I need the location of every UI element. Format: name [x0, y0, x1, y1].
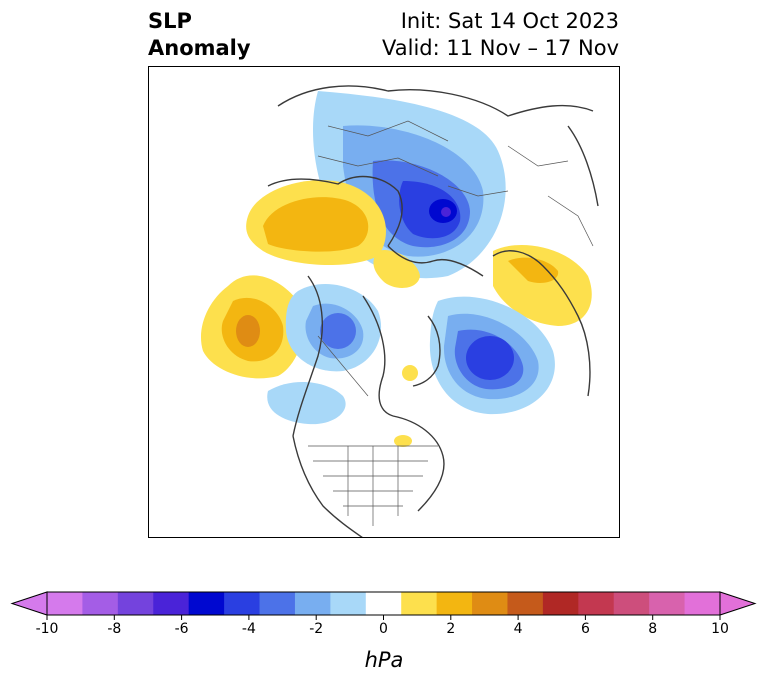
colorbar-swatch [507, 592, 544, 615]
colorbar-swatch [684, 592, 721, 615]
scandinavia-high-anomaly [246, 180, 420, 288]
colorbar-tick-label: 0 [379, 621, 388, 637]
colorbar-tick-label: 2 [446, 621, 455, 637]
colorbar-swatch [259, 592, 296, 615]
colorbar-swatch [365, 592, 402, 615]
colorbar-swatch [613, 592, 650, 615]
map-frame [148, 66, 620, 538]
colorbar-ticks: -10 -8 -6 -4 -2 0 2 4 6 8 10 [36, 615, 729, 637]
colorbar-swatch [649, 592, 686, 615]
colorbar-swatch [401, 592, 438, 615]
colorbar-swatch [294, 592, 331, 615]
anomaly-map [148, 66, 620, 538]
colorbar: -10 -8 -6 -4 -2 0 2 4 6 8 10 hPa [10, 591, 757, 672]
coastlines [267, 85, 599, 538]
init-date: Init: Sat 14 Oct 2023 [400, 9, 619, 33]
colorbar-swatch [224, 592, 261, 615]
colorbar-swatch [542, 592, 579, 615]
title-anomaly: Anomaly [148, 36, 251, 60]
valid-range: Valid: 11 Nov – 17 Nov [382, 36, 619, 60]
chukotka-high-anomaly [493, 244, 592, 326]
colorbar-swatch [472, 592, 508, 615]
colorbar-swatch [436, 592, 473, 615]
title-variable: SLP [148, 9, 192, 33]
small-high-blob-1 [402, 365, 418, 381]
colorbar-tick-label: 10 [711, 621, 729, 637]
title-right: Init: Sat 14 Oct 2023 Valid: 11 Nov – 17… [382, 8, 619, 62]
colorbar-tick-label: -4 [242, 621, 256, 637]
colorbar-swatch [82, 592, 119, 615]
colorbar-under-arrow [10, 591, 48, 616]
small-high-blob-2 [394, 435, 412, 447]
colorbar-tick-label: -8 [107, 621, 121, 637]
colorbar-units: hPa [365, 648, 404, 672]
colorbar-over-arrow [719, 591, 757, 616]
colorbar-swatch [47, 592, 83, 615]
colorbar-swatch [330, 592, 367, 615]
colorbar-tick-label: -6 [175, 621, 189, 637]
colorbar-tick-label: 8 [648, 621, 657, 637]
colorbar-tick-label: -10 [36, 621, 59, 637]
colorbar-tick-label: -2 [309, 621, 323, 637]
colorbar-swatch [188, 592, 225, 615]
colorbar-swatch [153, 592, 190, 615]
colorbar-swatches [47, 592, 721, 615]
colorbar-swatch [578, 592, 615, 615]
colorbar-swatch [117, 592, 154, 615]
political-borders [308, 120, 594, 526]
atlantic-low-anomaly [429, 296, 555, 415]
gulf-high-anomaly [200, 275, 305, 379]
title-left: SLP Anomaly [148, 8, 251, 62]
colorbar-tick-label: 4 [514, 621, 523, 637]
pacific-weak-low-anomaly [267, 381, 346, 425]
colorbar-tick-label: 6 [581, 621, 590, 637]
